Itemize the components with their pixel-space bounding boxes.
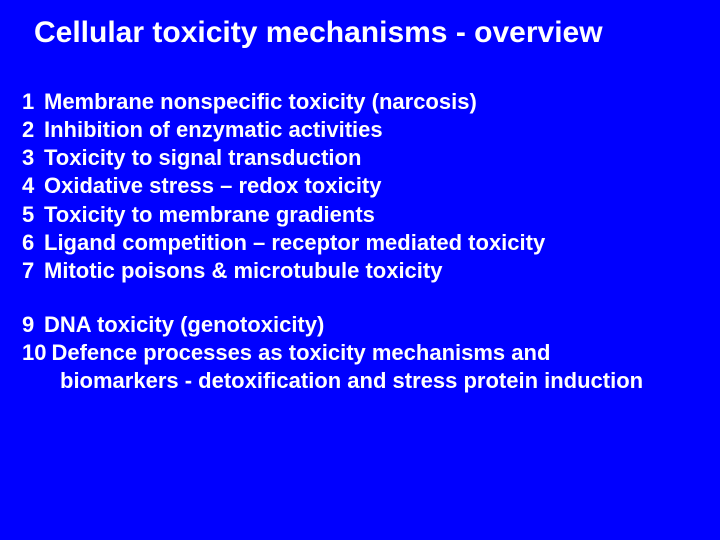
item-text: Ligand competition – receptor mediated t… xyxy=(44,229,698,257)
list-item: 3 Toxicity to signal transduction xyxy=(22,144,698,172)
item-number: 3 xyxy=(22,144,44,172)
list-item: 5 Toxicity to membrane gradients xyxy=(22,201,698,229)
item-number: 9 xyxy=(22,311,44,339)
item-text: biomarkers - detoxification and stress p… xyxy=(60,367,698,395)
item-text: Oxidative stress – redox toxicity xyxy=(44,172,698,200)
item-text: Inhibition of enzymatic activities xyxy=(44,116,698,144)
item-number: 1 xyxy=(22,88,44,116)
list-item: 2 Inhibition of enzymatic activities xyxy=(22,116,698,144)
item-text: Toxicity to membrane gradients xyxy=(44,201,698,229)
list-item: 1 Membrane nonspecific toxicity (narcosi… xyxy=(22,88,698,116)
item-number: 2 xyxy=(22,116,44,144)
item-number: 7 xyxy=(22,257,44,285)
item-number: 4 xyxy=(22,172,44,200)
list-item: 6 Ligand competition – receptor mediated… xyxy=(22,229,698,257)
slide-title: Cellular toxicity mechanisms - overview xyxy=(22,16,698,50)
list-item: 7 Mitotic poisons & microtubule toxicity xyxy=(22,257,698,285)
item-text: Defence processes as toxicity mechanisms… xyxy=(51,339,698,367)
item-text: Mitotic poisons & microtubule toxicity xyxy=(44,257,698,285)
list-group-1: 1 Membrane nonspecific toxicity (narcosi… xyxy=(22,88,698,285)
item-text: Toxicity to signal transduction xyxy=(44,144,698,172)
item-number: 6 xyxy=(22,229,44,257)
list-item: 4 Oxidative stress – redox toxicity xyxy=(22,172,698,200)
list-item-continuation: biomarkers - detoxification and stress p… xyxy=(22,367,698,395)
item-number: 10 xyxy=(22,339,51,367)
list-item: 10 Defence processes as toxicity mechani… xyxy=(22,339,698,367)
slide: Cellular toxicity mechanisms - overview … xyxy=(0,0,720,540)
list-item: 9 DNA toxicity (genotoxicity) xyxy=(22,311,698,339)
item-number: 5 xyxy=(22,201,44,229)
item-text: Membrane nonspecific toxicity (narcosis) xyxy=(44,88,698,116)
item-text: DNA toxicity (genotoxicity) xyxy=(44,311,698,339)
list-group-2: 9 DNA toxicity (genotoxicity) 10 Defence… xyxy=(22,311,698,395)
